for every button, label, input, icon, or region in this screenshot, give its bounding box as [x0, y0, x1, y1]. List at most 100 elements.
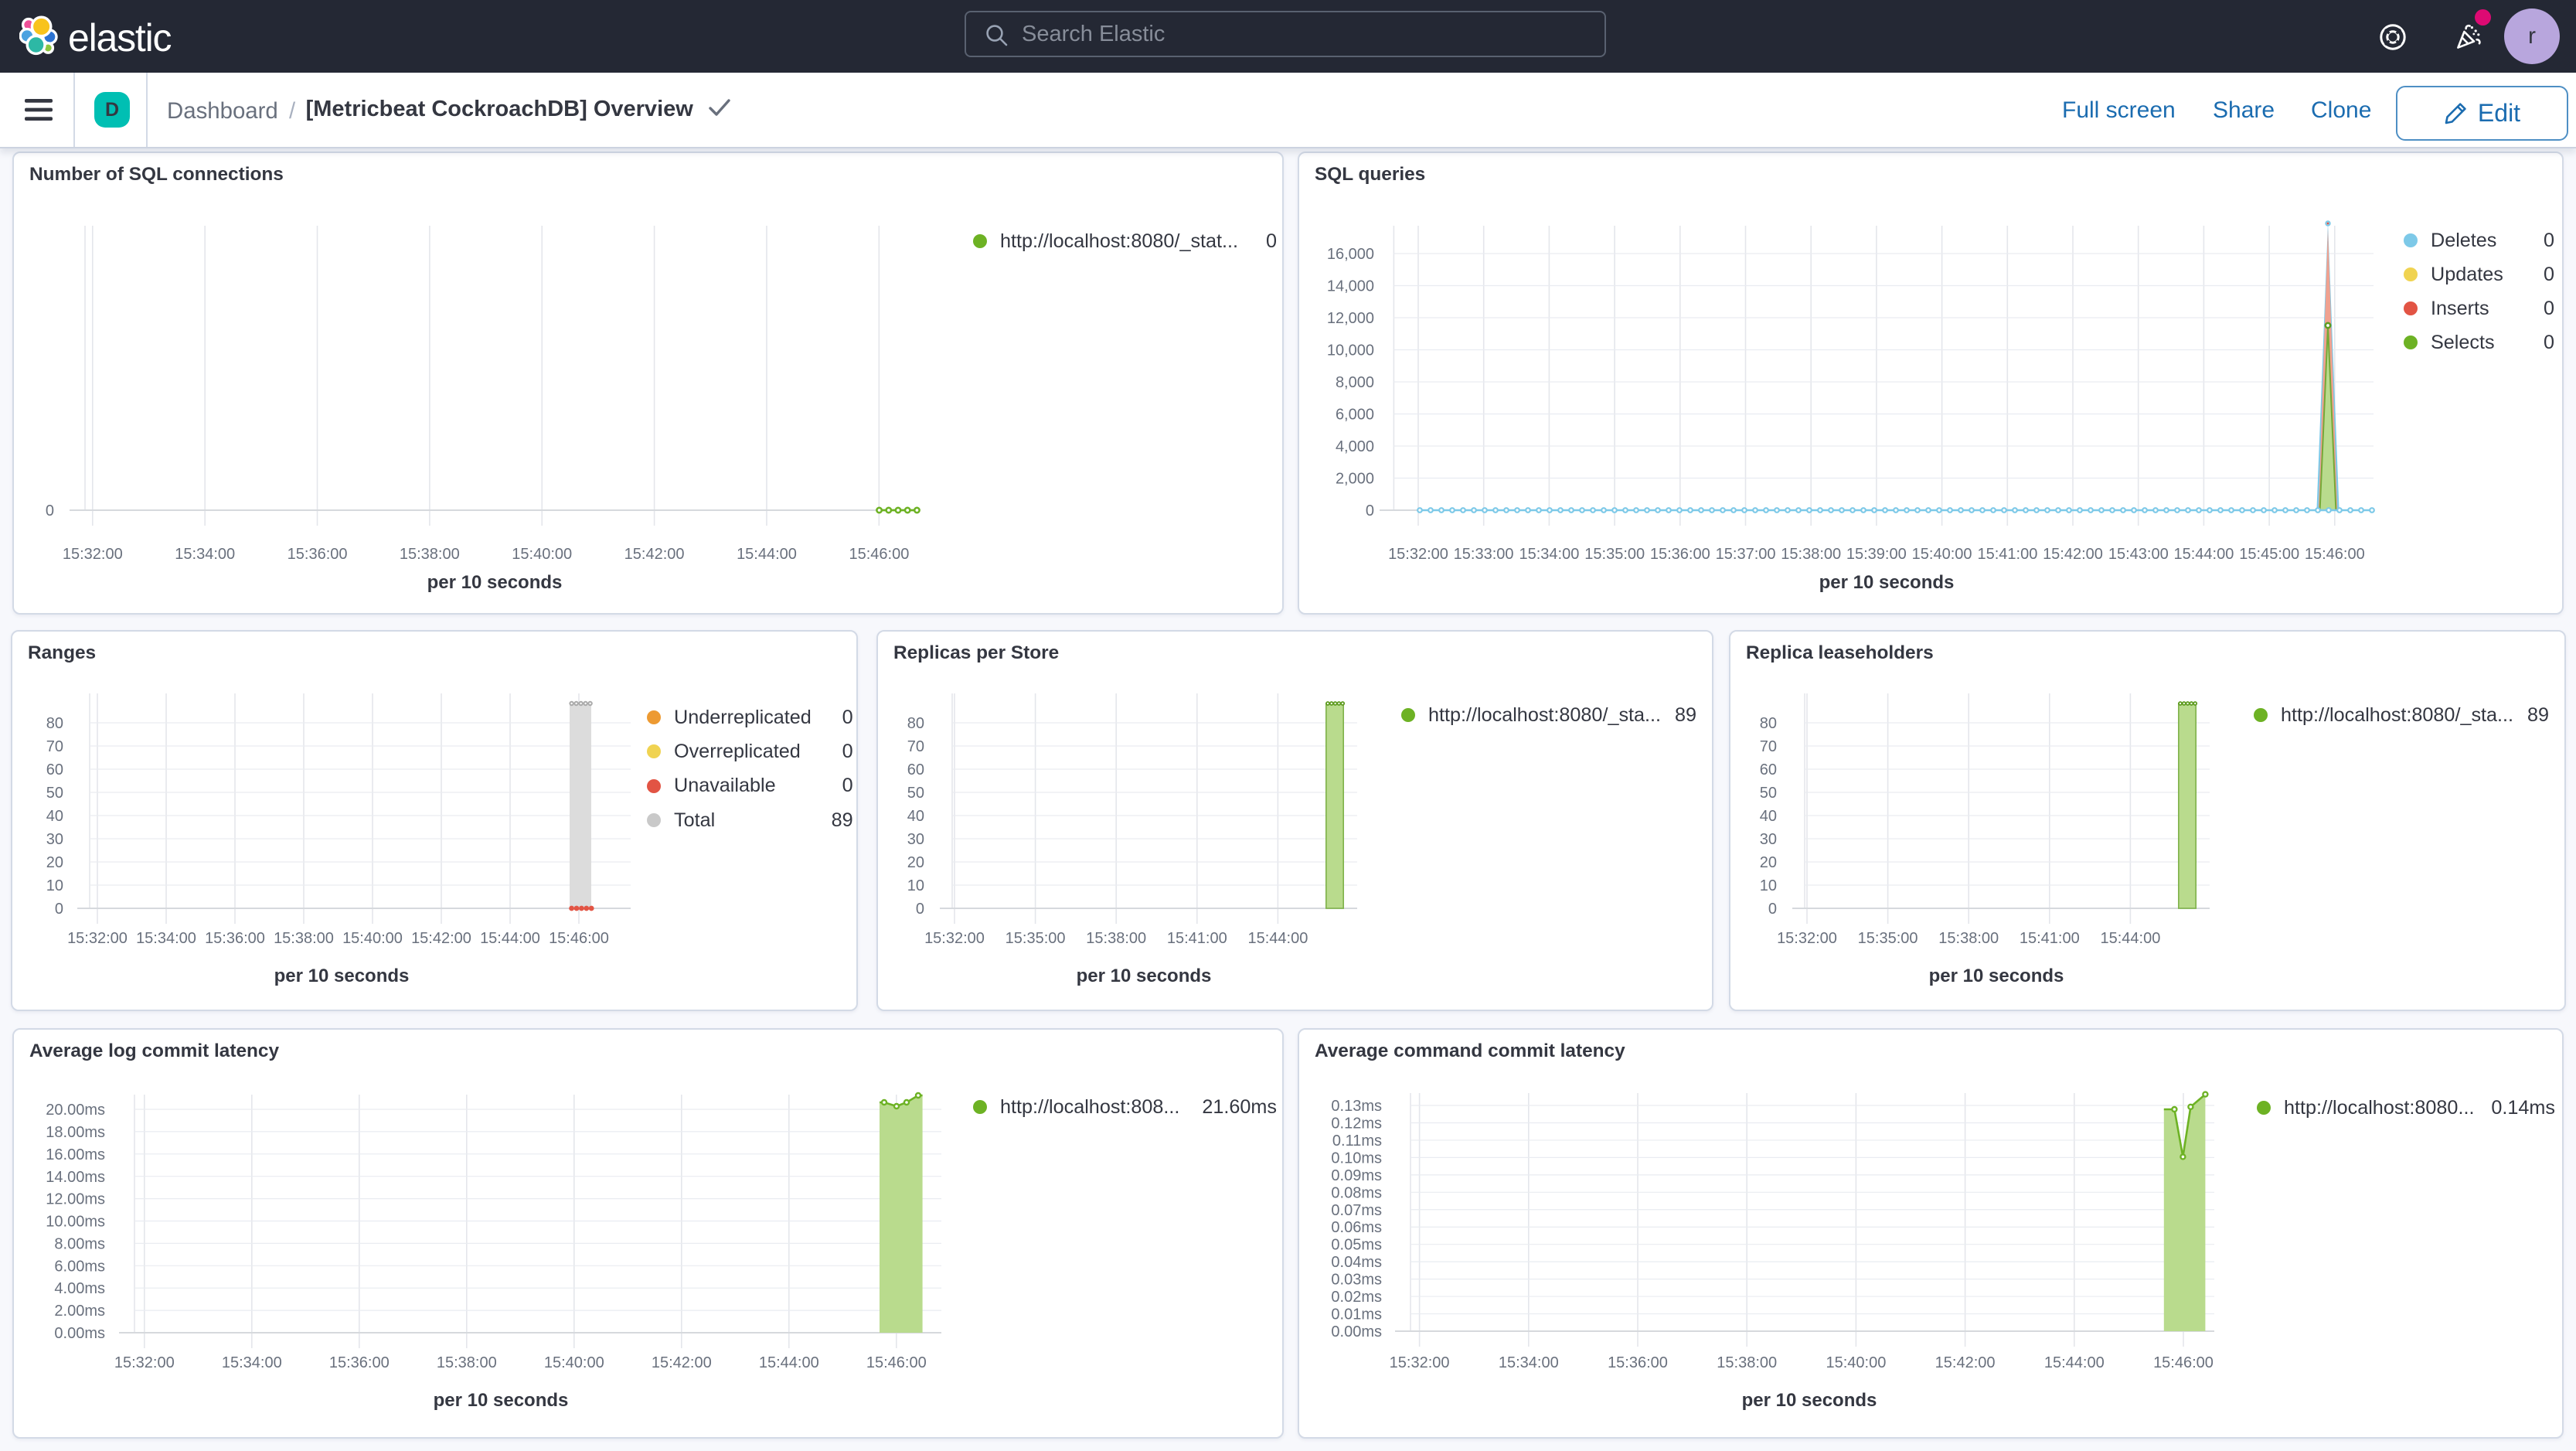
svg-text:15:42:00: 15:42:00 — [624, 546, 685, 563]
svg-text:0: 0 — [1768, 901, 1777, 918]
svg-text:8,000: 8,000 — [1336, 374, 1374, 391]
svg-text:50: 50 — [46, 785, 63, 802]
svg-text:15:46:00: 15:46:00 — [849, 546, 909, 563]
svg-text:0: 0 — [1366, 502, 1374, 519]
svg-text:0.01ms: 0.01ms — [1331, 1306, 1382, 1323]
svg-text:0.03ms: 0.03ms — [1331, 1272, 1382, 1289]
svg-text:0.12ms: 0.12ms — [1331, 1115, 1382, 1132]
svg-text:18.00ms: 18.00ms — [46, 1124, 105, 1141]
svg-text:14.00ms: 14.00ms — [46, 1169, 105, 1186]
svg-text:15:32:00: 15:32:00 — [924, 930, 985, 947]
svg-text:15:45:00: 15:45:00 — [2239, 546, 2299, 563]
svg-text:15:38:00: 15:38:00 — [1781, 546, 1841, 563]
svg-text:6,000: 6,000 — [1336, 406, 1374, 423]
svg-text:15:44:00: 15:44:00 — [2173, 546, 2234, 563]
svg-text:15:44:00: 15:44:00 — [1247, 930, 1308, 947]
svg-text:20: 20 — [46, 854, 63, 871]
svg-text:60: 60 — [907, 761, 924, 778]
svg-text:15:34:00: 15:34:00 — [1519, 546, 1579, 563]
svg-text:0.02ms: 0.02ms — [1331, 1289, 1382, 1306]
svg-text:15:41:00: 15:41:00 — [1167, 930, 1227, 947]
svg-text:12.00ms: 12.00ms — [46, 1191, 105, 1208]
svg-text:40: 40 — [907, 808, 924, 825]
svg-text:70: 70 — [907, 738, 924, 755]
svg-text:15:41:00: 15:41:00 — [2020, 930, 2080, 947]
svg-text:15:40:00: 15:40:00 — [1826, 1354, 1886, 1371]
svg-text:2.00ms: 2.00ms — [54, 1303, 105, 1320]
svg-text:per 10 seconds: per 10 seconds — [1742, 1390, 1877, 1411]
svg-text:per 10 seconds: per 10 seconds — [1077, 966, 1212, 986]
svg-text:15:44:00: 15:44:00 — [480, 930, 540, 947]
svg-text:15:46:00: 15:46:00 — [549, 930, 609, 947]
svg-text:15:34:00: 15:34:00 — [222, 1354, 282, 1371]
svg-text:15:38:00: 15:38:00 — [400, 546, 460, 563]
svg-text:0.10ms: 0.10ms — [1331, 1150, 1382, 1167]
svg-text:15:32:00: 15:32:00 — [114, 1354, 175, 1371]
svg-text:15:44:00: 15:44:00 — [759, 1354, 819, 1371]
svg-text:0.07ms: 0.07ms — [1331, 1202, 1382, 1219]
svg-text:15:36:00: 15:36:00 — [205, 930, 265, 947]
svg-text:80: 80 — [46, 715, 63, 732]
svg-text:15:36:00: 15:36:00 — [1650, 546, 1710, 563]
svg-text:15:38:00: 15:38:00 — [274, 930, 334, 947]
svg-text:per 10 seconds: per 10 seconds — [274, 966, 410, 986]
svg-text:4,000: 4,000 — [1336, 438, 1374, 455]
svg-text:15:44:00: 15:44:00 — [2100, 930, 2160, 947]
svg-text:10: 10 — [907, 877, 924, 894]
svg-text:15:40:00: 15:40:00 — [342, 930, 403, 947]
svg-text:16.00ms: 16.00ms — [46, 1146, 105, 1163]
svg-text:8.00ms: 8.00ms — [54, 1235, 105, 1252]
svg-text:15:37:00: 15:37:00 — [1716, 546, 1776, 563]
svg-text:15:38:00: 15:38:00 — [1086, 930, 1146, 947]
svg-text:per 10 seconds: per 10 seconds — [427, 572, 563, 593]
svg-text:15:43:00: 15:43:00 — [2108, 546, 2169, 563]
svg-text:0.11ms: 0.11ms — [1332, 1133, 1382, 1150]
svg-text:15:38:00: 15:38:00 — [1717, 1354, 1777, 1371]
svg-text:70: 70 — [46, 738, 63, 755]
svg-text:per 10 seconds: per 10 seconds — [434, 1390, 569, 1411]
svg-text:50: 50 — [907, 785, 924, 802]
svg-text:15:32:00: 15:32:00 — [1390, 1354, 1450, 1371]
svg-text:15:32:00: 15:32:00 — [1777, 930, 1837, 947]
svg-text:20: 20 — [1760, 854, 1777, 871]
svg-text:15:42:00: 15:42:00 — [2043, 546, 2103, 563]
svg-text:0: 0 — [46, 502, 54, 519]
svg-text:40: 40 — [46, 808, 63, 825]
svg-text:80: 80 — [1760, 715, 1777, 732]
svg-text:15:32:00: 15:32:00 — [67, 930, 128, 947]
svg-text:80: 80 — [907, 715, 924, 732]
svg-text:15:32:00: 15:32:00 — [63, 546, 123, 563]
svg-text:15:40:00: 15:40:00 — [512, 546, 572, 563]
svg-text:6.00ms: 6.00ms — [54, 1258, 105, 1275]
svg-text:70: 70 — [1760, 738, 1777, 755]
svg-text:15:33:00: 15:33:00 — [1454, 546, 1514, 563]
svg-text:15:36:00: 15:36:00 — [1608, 1354, 1668, 1371]
svg-text:40: 40 — [1760, 808, 1777, 825]
svg-text:4.00ms: 4.00ms — [54, 1280, 105, 1297]
svg-text:15:35:00: 15:35:00 — [1584, 546, 1645, 563]
svg-text:15:42:00: 15:42:00 — [411, 930, 471, 947]
svg-text:15:42:00: 15:42:00 — [652, 1354, 712, 1371]
svg-text:15:44:00: 15:44:00 — [737, 546, 797, 563]
svg-text:15:44:00: 15:44:00 — [2044, 1354, 2105, 1371]
svg-text:15:38:00: 15:38:00 — [1938, 930, 1999, 947]
svg-text:15:38:00: 15:38:00 — [437, 1354, 497, 1371]
svg-text:15:40:00: 15:40:00 — [544, 1354, 604, 1371]
svg-text:0.05ms: 0.05ms — [1331, 1237, 1382, 1254]
svg-text:50: 50 — [1760, 785, 1777, 802]
svg-text:15:46:00: 15:46:00 — [2153, 1354, 2214, 1371]
svg-text:10: 10 — [1760, 877, 1777, 894]
svg-text:12,000: 12,000 — [1327, 310, 1374, 327]
svg-text:15:36:00: 15:36:00 — [288, 546, 348, 563]
svg-text:15:36:00: 15:36:00 — [329, 1354, 390, 1371]
svg-text:0.09ms: 0.09ms — [1331, 1167, 1382, 1184]
svg-text:15:39:00: 15:39:00 — [1846, 546, 1907, 563]
svg-text:15:34:00: 15:34:00 — [1499, 1354, 1559, 1371]
svg-text:16,000: 16,000 — [1327, 246, 1374, 263]
svg-text:per 10 seconds: per 10 seconds — [1929, 966, 2064, 986]
svg-text:30: 30 — [907, 831, 924, 848]
svg-text:15:34:00: 15:34:00 — [175, 546, 235, 563]
svg-text:15:34:00: 15:34:00 — [136, 930, 196, 947]
svg-text:60: 60 — [1760, 761, 1777, 778]
svg-text:0.00ms: 0.00ms — [1331, 1323, 1382, 1340]
